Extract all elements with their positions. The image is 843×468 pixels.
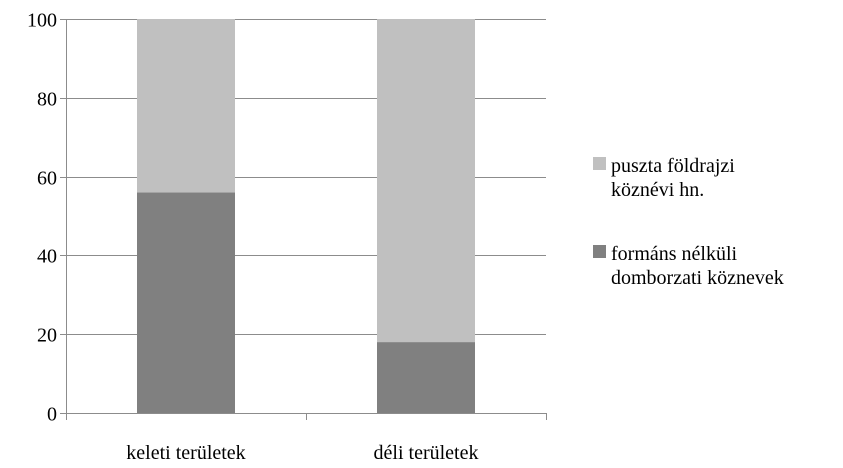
x-tick-label: déli területek [374,442,479,463]
x-tick-label: keleti területek [126,442,245,463]
y-tick-label: 80 [37,89,57,111]
y-tick-label: 20 [37,325,57,347]
y-tick-label: 0 [47,404,57,426]
bar-segment [137,192,235,413]
legend-label: puszta földrajzi [611,155,735,177]
bar-segment [137,19,235,193]
bar-segment [377,342,475,413]
legend-swatch [593,157,606,170]
y-tick-label: 100 [27,10,57,32]
y-axis-ticks: 0 20 40 60 80 100 [27,10,66,426]
bars [137,19,475,413]
y-tick-label: 40 [37,246,57,268]
x-axis-ticks: keleti területek déli területek [66,413,547,464]
y-tick-label: 60 [37,168,57,190]
legend-label: köznévi hn. [611,179,704,201]
bar-segment [377,19,475,343]
legend-label: formáns nélküli [611,243,738,265]
legend-swatch [593,245,606,258]
legend-label: domborzati köznevek [611,267,784,289]
